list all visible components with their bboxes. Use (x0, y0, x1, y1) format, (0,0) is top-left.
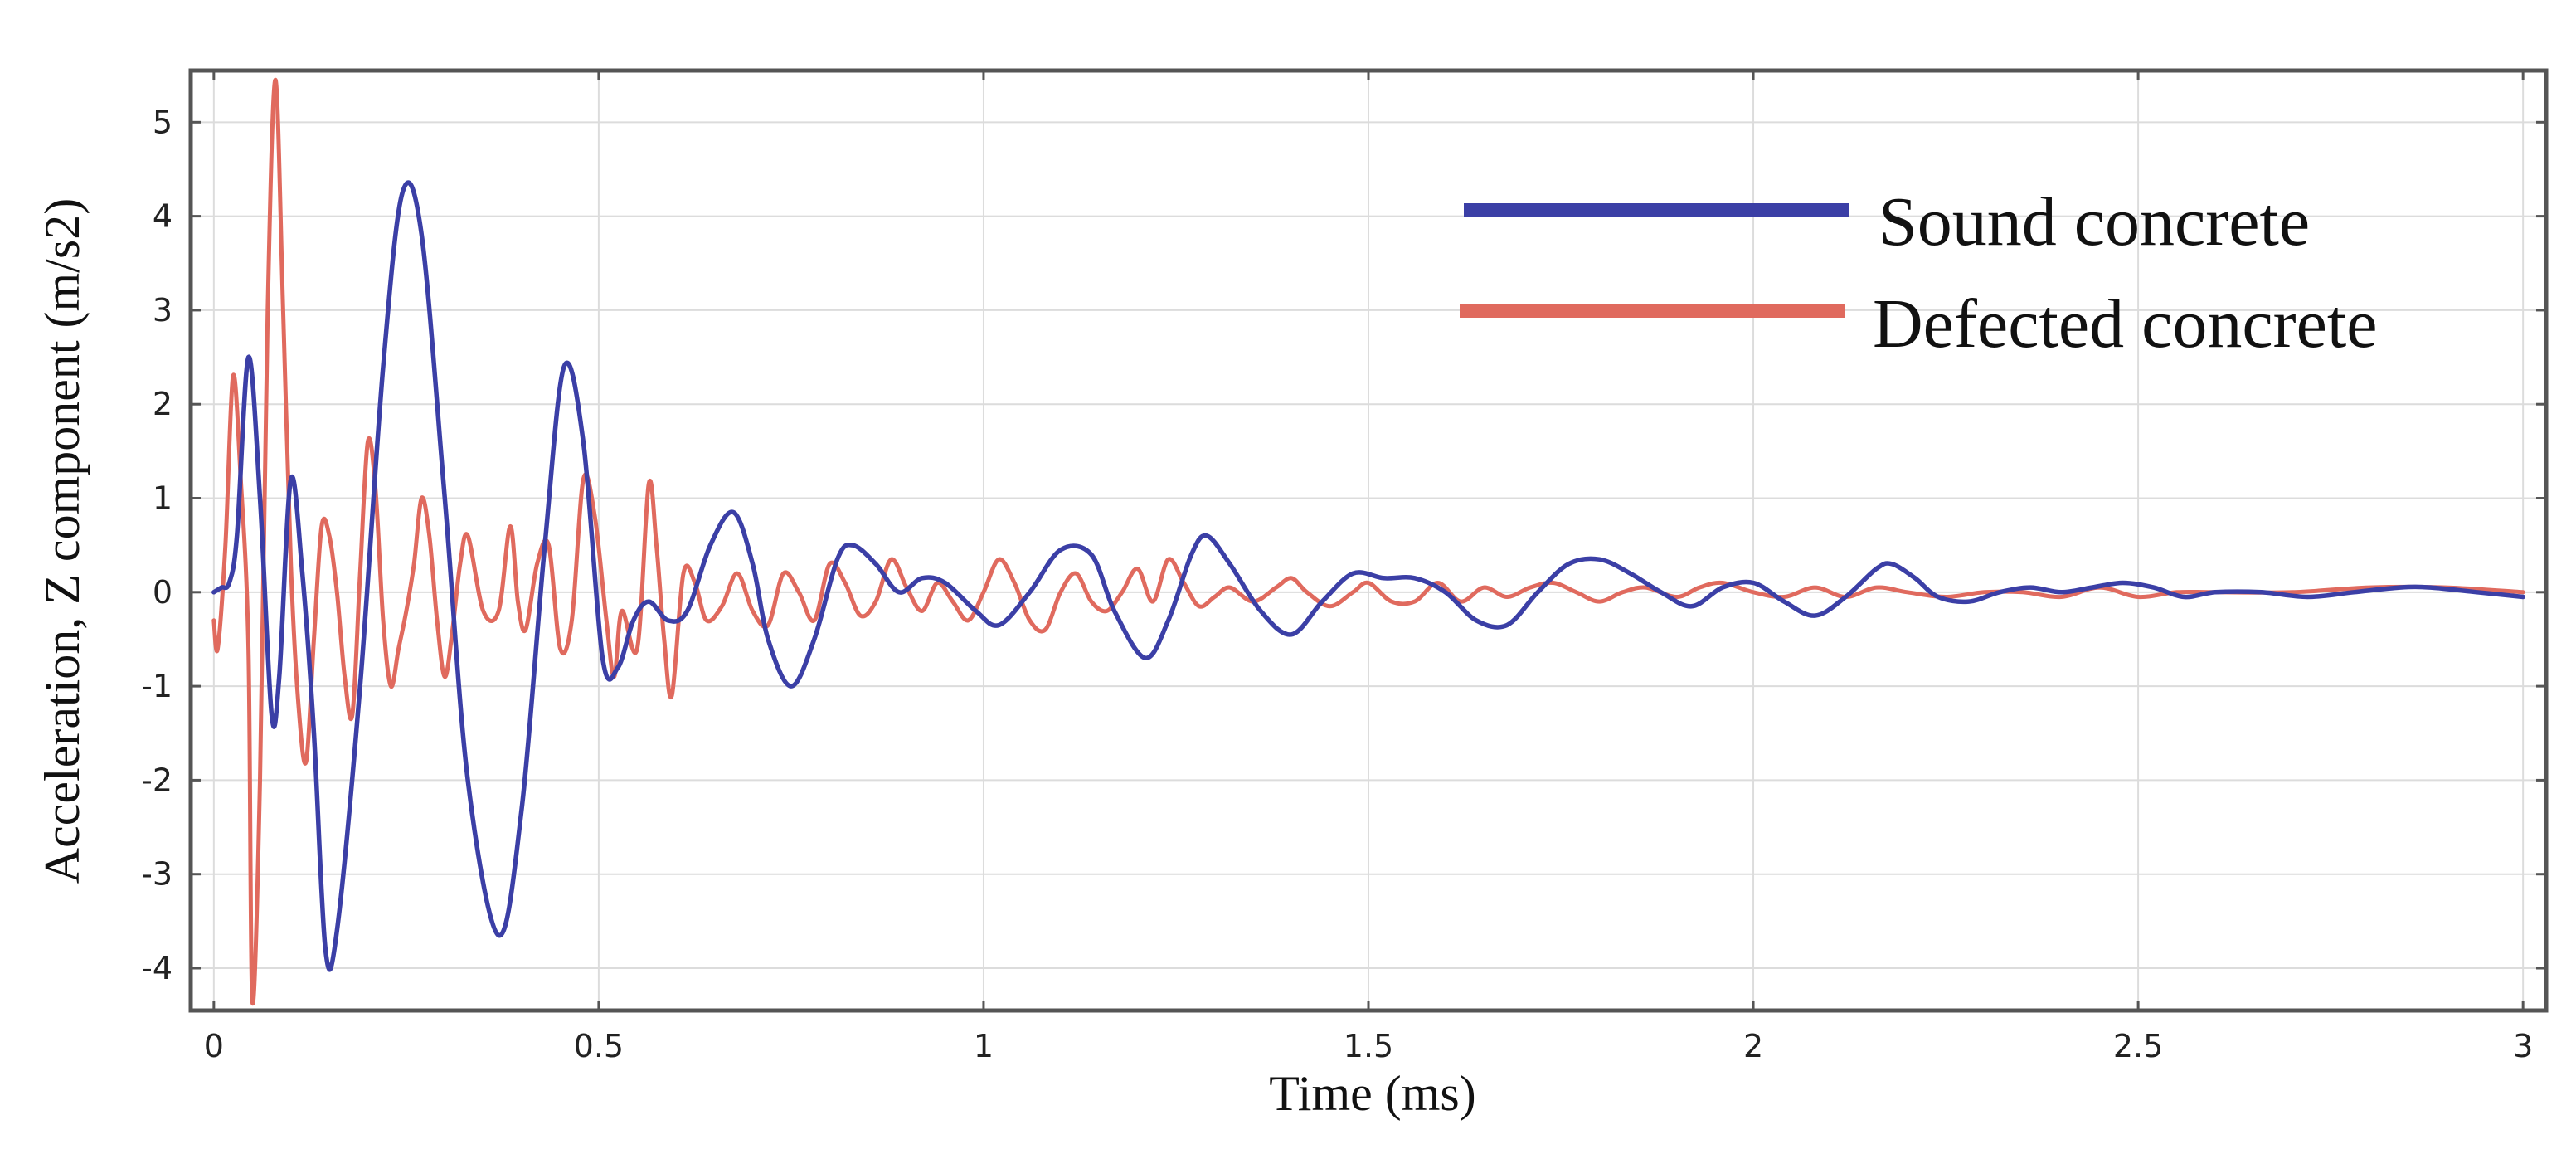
y-tick-label: -4 (141, 950, 173, 986)
y-tick-label: -2 (141, 762, 173, 798)
y-axis-ticks: -4 -3 -2 -1 0 1 2 3 4 5 (141, 104, 2546, 986)
y-tick-label: -3 (141, 856, 173, 893)
x-tick-label: 3 (2513, 1028, 2533, 1064)
legend-label-sound: Sound concrete (1879, 183, 2310, 261)
x-tick-label: 2.5 (2113, 1028, 2163, 1064)
y-tick-label: 2 (153, 386, 173, 422)
x-axis-label: Time (ms) (1269, 1066, 1476, 1121)
y-tick-label: 5 (153, 104, 173, 140)
y-tick-label: 1 (153, 480, 173, 517)
series-layer (211, 77, 2525, 1005)
defected-concrete-line (211, 77, 2525, 1005)
sound-concrete-line (211, 180, 2525, 972)
x-tick-label: 1.5 (1344, 1028, 1393, 1064)
x-tick-label: 0.5 (574, 1028, 624, 1064)
x-tick-label: 0 (204, 1028, 224, 1064)
y-axis-label: Acceleration, Z component (m/s2) (35, 198, 90, 884)
grid (191, 71, 2546, 1010)
y-tick-label: -1 (141, 668, 173, 704)
y-tick-label: 4 (153, 198, 173, 235)
y-tick-label: 0 (153, 574, 173, 611)
x-tick-label: 2 (1743, 1028, 1763, 1064)
legend-label-defected: Defected concrete (1873, 285, 2378, 363)
legend: Sound concrete Defected concrete (1460, 183, 2378, 363)
y-tick-label: 3 (153, 292, 173, 329)
x-tick-label: 1 (974, 1028, 994, 1064)
x-axis-ticks: 0 0.5 1 1.5 2 2.5 3 (204, 71, 2533, 1064)
